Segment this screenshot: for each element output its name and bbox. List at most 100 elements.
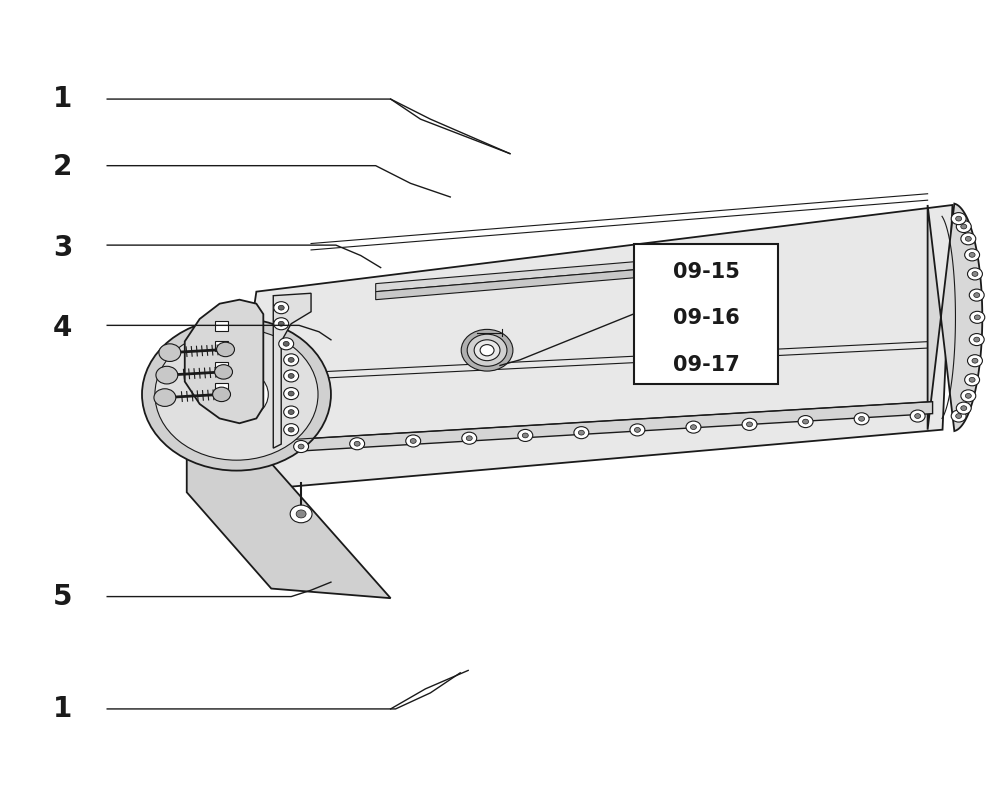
Circle shape [965,237,971,242]
Circle shape [467,335,507,366]
Circle shape [217,343,234,356]
Circle shape [972,358,978,363]
Circle shape [278,322,284,326]
Circle shape [156,366,178,384]
Circle shape [213,387,231,402]
Text: 09-17: 09-17 [673,356,740,375]
Circle shape [288,427,294,432]
Circle shape [354,441,360,446]
Circle shape [518,429,533,441]
Circle shape [480,345,494,356]
Circle shape [154,389,176,406]
Circle shape [968,268,982,280]
Circle shape [278,305,284,310]
Circle shape [630,424,645,436]
Text: 1: 1 [53,85,72,113]
Bar [215,383,228,393]
Polygon shape [928,204,982,431]
Circle shape [155,329,318,461]
Circle shape [969,289,984,301]
Text: 1: 1 [53,695,72,723]
Polygon shape [281,402,933,452]
Circle shape [284,354,299,366]
Circle shape [284,388,299,400]
Circle shape [290,505,312,523]
Polygon shape [376,250,773,292]
Circle shape [742,419,757,431]
Text: 3: 3 [53,234,72,262]
Circle shape [965,249,980,261]
Text: 09-15: 09-15 [673,262,740,282]
Circle shape [747,422,752,427]
Circle shape [274,318,289,330]
Circle shape [974,315,980,320]
Circle shape [969,377,975,382]
Circle shape [969,334,984,346]
Circle shape [798,415,813,427]
Circle shape [951,410,966,422]
Circle shape [956,402,971,415]
Circle shape [288,391,294,396]
Circle shape [968,355,982,367]
Bar [215,362,228,372]
Circle shape [410,439,416,444]
Circle shape [215,364,232,379]
Circle shape [803,419,809,424]
Circle shape [522,433,528,438]
Circle shape [350,438,365,450]
Polygon shape [185,300,263,423]
Circle shape [965,393,971,398]
Circle shape [288,357,294,362]
Bar [215,341,228,351]
Circle shape [462,432,477,444]
Circle shape [961,233,976,245]
Circle shape [466,436,472,440]
Circle shape [288,410,294,415]
Circle shape [915,414,921,419]
Circle shape [406,435,421,447]
Circle shape [294,440,309,452]
Circle shape [859,416,865,421]
Circle shape [279,338,294,350]
Circle shape [961,406,967,410]
Circle shape [284,406,299,418]
Circle shape [910,410,925,422]
Circle shape [956,217,962,221]
Circle shape [284,370,299,382]
Bar [215,321,228,331]
Circle shape [634,427,640,432]
Circle shape [574,427,589,439]
Circle shape [690,425,696,430]
Polygon shape [227,205,952,492]
Circle shape [142,318,331,470]
Circle shape [974,337,980,342]
Circle shape [961,224,967,229]
Circle shape [578,431,584,435]
Circle shape [284,423,299,436]
Circle shape [461,330,513,371]
Circle shape [159,344,181,361]
Circle shape [961,389,976,402]
Circle shape [965,374,980,385]
Circle shape [686,421,701,433]
Polygon shape [187,452,391,598]
Circle shape [274,301,289,314]
Circle shape [288,373,294,378]
Circle shape [972,271,978,276]
Circle shape [296,510,306,518]
Circle shape [205,368,268,420]
Circle shape [956,221,971,233]
Circle shape [951,213,966,225]
Bar [634,243,778,384]
Circle shape [283,342,289,346]
Text: 2: 2 [53,154,72,181]
Circle shape [956,414,962,419]
Circle shape [474,340,500,360]
Text: 5: 5 [53,583,72,611]
Circle shape [854,413,869,425]
Text: 09-16: 09-16 [673,309,740,328]
Circle shape [974,292,980,297]
Text: 4: 4 [53,314,72,342]
Polygon shape [273,293,311,448]
Circle shape [298,444,304,449]
